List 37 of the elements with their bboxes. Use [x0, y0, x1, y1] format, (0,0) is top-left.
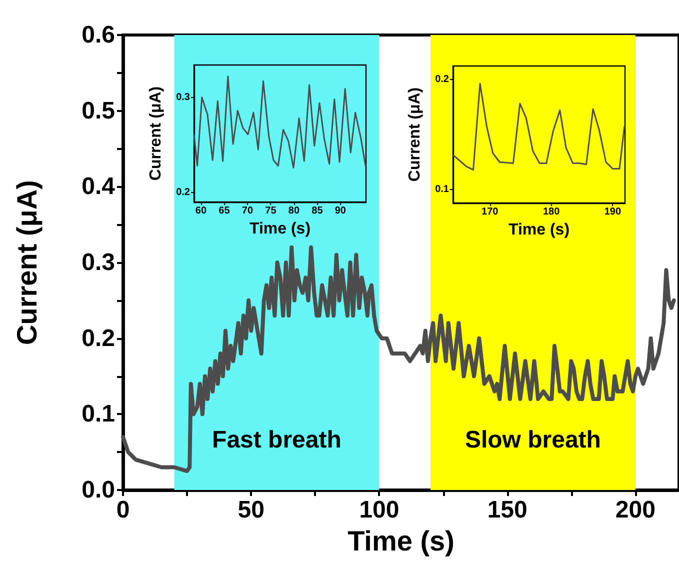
y-axis-title: Current (μA)	[148, 86, 164, 181]
y-tick-label: 0.2	[435, 74, 450, 85]
x-tick-label: 65	[218, 206, 230, 216]
x-tick-label: 200	[615, 496, 656, 524]
y-tick-label: 0.6	[82, 22, 115, 48]
band-label: Fast breath	[212, 426, 342, 454]
y-tick-label: 0.2	[82, 324, 115, 352]
x-tick-label: 0	[116, 496, 130, 524]
x-tick-label: 80	[288, 206, 300, 216]
x-tick-label: 85	[312, 206, 324, 216]
x-tick-label: 170	[482, 206, 499, 218]
x-axis-title: Time (s)	[249, 220, 311, 238]
x-tick-label: 100	[359, 496, 400, 524]
x-tick-label: 190	[604, 206, 622, 218]
x-tick-label: 50	[238, 496, 264, 524]
y-tick-label: 0.0	[82, 476, 115, 504]
x-tick-label: 70	[242, 206, 254, 216]
y-tick-label: 0.3	[82, 249, 115, 276]
x-tick-label: 90	[334, 206, 346, 216]
x-tick-label: 180	[542, 206, 560, 218]
y-axis-title: Current (μA)	[406, 87, 424, 182]
x-axis-title: Time (s)	[508, 221, 570, 238]
y-axis-title: Current (μA)	[12, 180, 42, 345]
y-tick-label: 0.5	[82, 97, 115, 124]
x-axis-title: Time (s)	[348, 525, 454, 556]
x-tick-label: 60	[195, 206, 207, 216]
x-tick-label: 150	[487, 496, 528, 524]
line-series	[193, 76, 366, 168]
line-series	[452, 82, 626, 171]
band-label: Slow breath	[464, 426, 601, 454]
y-tick-label: 0.1	[82, 400, 115, 428]
x-tick-label: 75	[265, 206, 277, 216]
line-series	[121, 245, 676, 474]
y-tick-label: 0.2	[176, 186, 190, 198]
y-tick-label: 0.3	[176, 92, 190, 103]
y-tick-label: 0.1	[435, 184, 450, 196]
y-tick-label: 0.4	[82, 173, 116, 200]
